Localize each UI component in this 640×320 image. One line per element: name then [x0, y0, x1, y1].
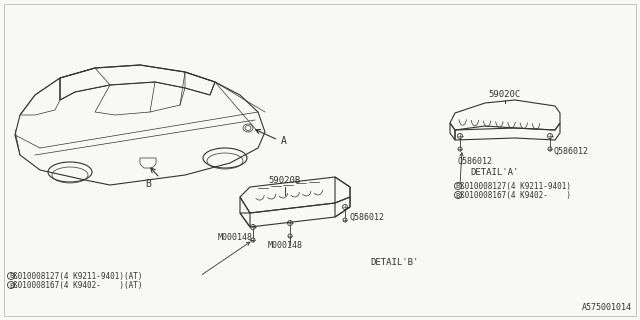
Text: ß010008167(4 K9402-    ): ß010008167(4 K9402- ): [460, 191, 571, 200]
Text: ß010008167(4 K9402-    )(AT): ß010008167(4 K9402- )(AT): [13, 281, 143, 290]
Text: ß010008127(4 K9211-9401): ß010008127(4 K9211-9401): [460, 182, 571, 191]
Text: Q586012: Q586012: [553, 147, 588, 156]
Text: B: B: [9, 274, 13, 279]
Text: DETAIL'A': DETAIL'A': [470, 168, 518, 177]
Text: 59020C: 59020C: [489, 90, 521, 99]
Text: B: B: [9, 283, 13, 289]
Text: DETAIL'B': DETAIL'B': [370, 258, 419, 267]
Text: ß010008127(4 K9211-9401)(AT): ß010008127(4 K9211-9401)(AT): [13, 272, 143, 281]
Text: M000148: M000148: [268, 241, 303, 250]
Text: A575001014: A575001014: [582, 303, 632, 312]
Text: B: B: [456, 183, 460, 189]
Text: B: B: [145, 179, 151, 189]
Text: 59020B: 59020B: [269, 176, 301, 185]
Text: A: A: [281, 136, 287, 146]
Text: B: B: [456, 193, 460, 198]
Text: Q586012: Q586012: [350, 213, 385, 222]
Text: M000148: M000148: [218, 233, 253, 242]
Text: Q586012: Q586012: [458, 157, 493, 166]
